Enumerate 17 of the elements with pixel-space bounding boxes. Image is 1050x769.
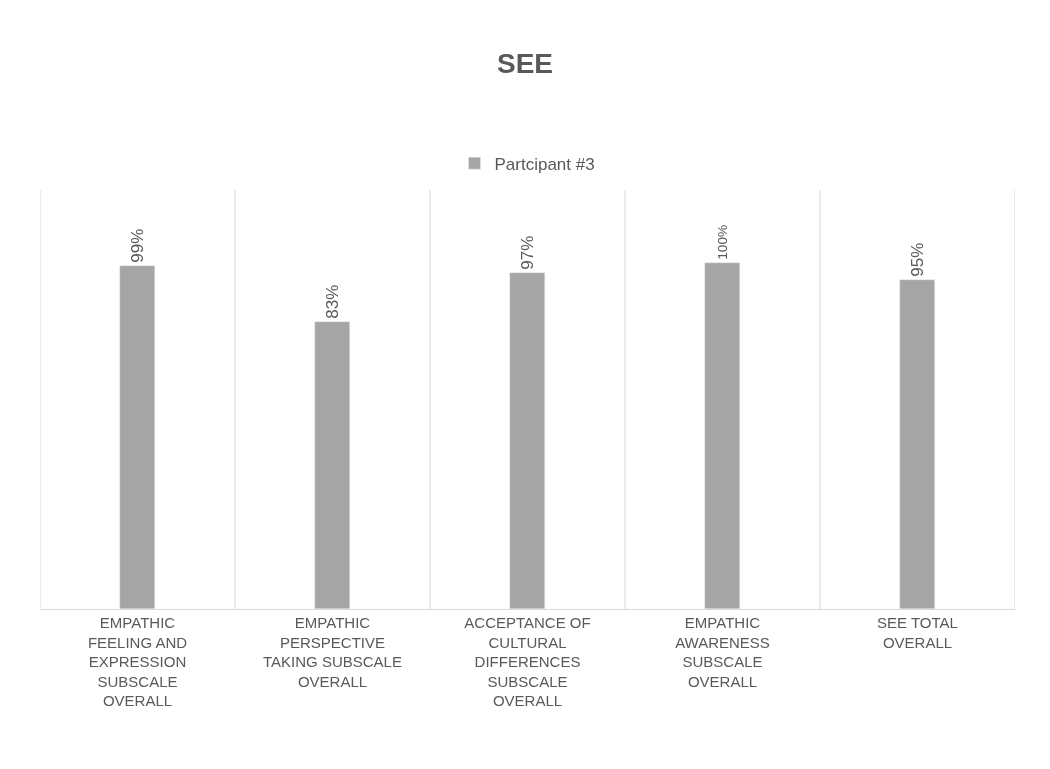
data-label: 83%: [322, 284, 342, 319]
bar: [899, 279, 935, 609]
bar: [119, 265, 155, 609]
chart-title: SEE: [496, 48, 554, 80]
x-tick-label: EMPATHIC FEELING AND EXPRESSION SUBSCALE OVERALL: [87, 614, 188, 709]
bar: [704, 262, 740, 609]
bar: [314, 321, 350, 609]
x-tick-label: EMPATHIC PERSPECTIVE TAKING SUBSCALE OVERALL: [263, 614, 402, 690]
bar: [509, 272, 545, 609]
x-tick-label: EMPATHIC AWARENESS SUBSCALE OVERALL: [675, 614, 770, 690]
x-tick-label: SEE TOTAL OVERALL: [877, 614, 958, 651]
data-label: 97%: [517, 235, 537, 270]
data-label: 99%: [127, 228, 147, 263]
data-label: 95%: [907, 242, 927, 277]
legend-label: Partcipant #3: [494, 154, 595, 174]
x-tick-label: ACCEPTANCE OF CULTURAL DIFFERENCES SUBSCALE OVERALL: [464, 614, 591, 709]
data-label: 100%: [714, 224, 730, 260]
